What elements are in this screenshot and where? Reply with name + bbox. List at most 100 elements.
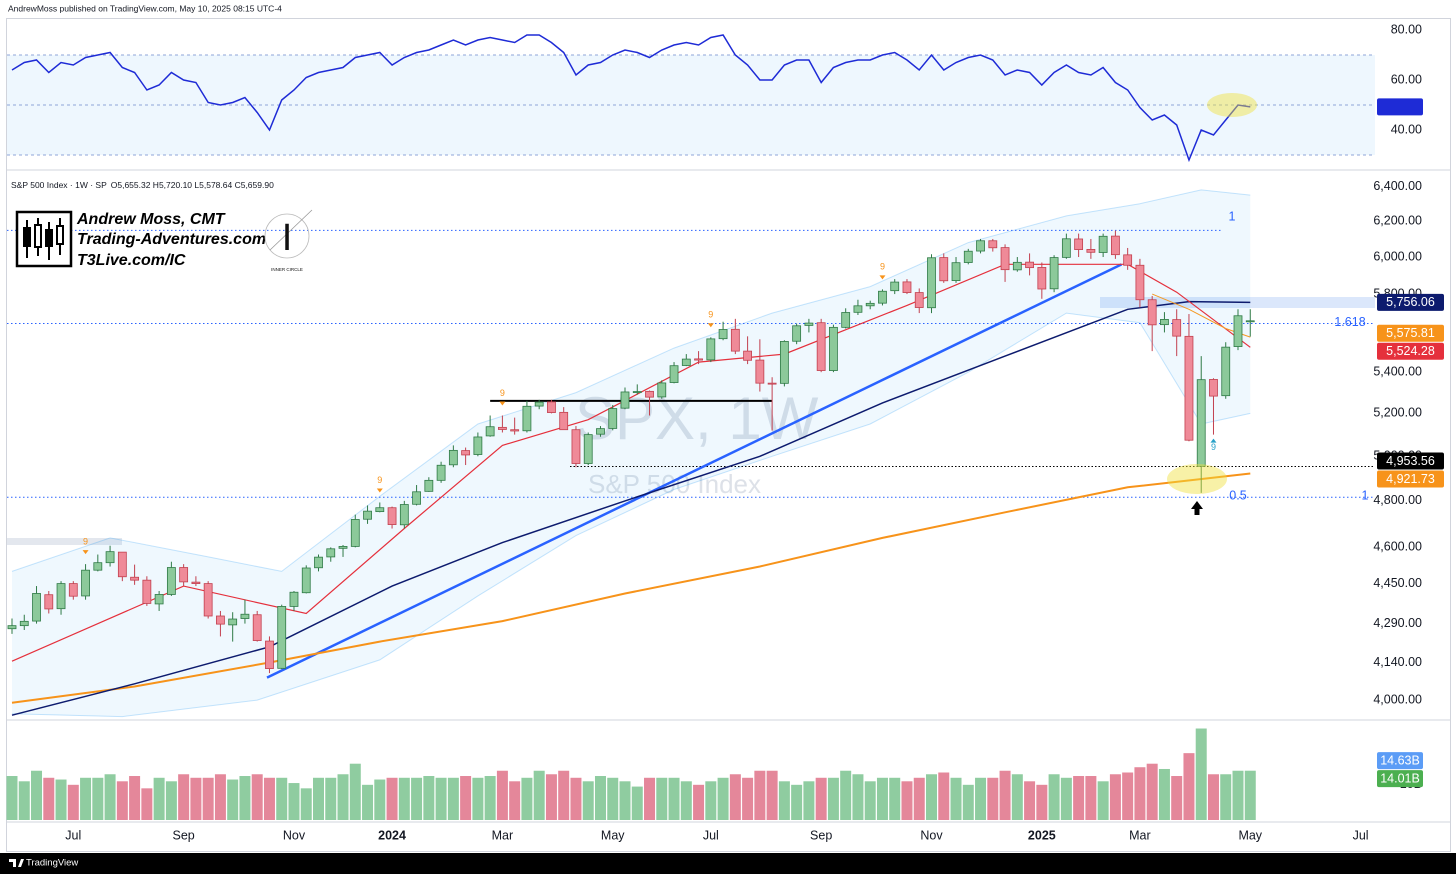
candle-body [779, 341, 789, 384]
y-tick-label: 6,000.00 [1373, 249, 1422, 263]
volume-bar [876, 777, 888, 820]
candle-body [1111, 235, 1120, 256]
volume-bar [656, 777, 668, 820]
volume-bar [1207, 774, 1219, 820]
td-arrow [499, 401, 506, 406]
candle-body [1123, 254, 1133, 266]
candle-body [694, 358, 703, 361]
td-arrow [707, 323, 714, 328]
volume-bar [766, 770, 778, 820]
volume-bar [778, 781, 790, 820]
frame [6, 18, 1451, 852]
volume-bar [705, 781, 717, 820]
brand-name: Andrew Moss, CMT [76, 211, 226, 228]
volume-bar [791, 784, 803, 820]
candle-body [853, 305, 863, 313]
volume-bar [901, 781, 913, 820]
x-tick-label: May [1238, 828, 1262, 842]
volume-bar [680, 781, 692, 820]
x-tick-label: Sep [810, 828, 832, 842]
candle-body [93, 562, 103, 571]
volume-bar [1097, 781, 1109, 820]
volume-bar [1134, 767, 1146, 820]
candle-body [608, 408, 618, 429]
candle-body [1196, 379, 1206, 467]
candle-body [706, 338, 716, 361]
y-tick-label: 40.00 [1391, 122, 1422, 136]
volume-bar [852, 774, 864, 820]
candle-body [44, 594, 54, 610]
candle-body [1160, 319, 1169, 326]
candle-body [1172, 319, 1182, 337]
fib-label: 1 [1362, 489, 1369, 503]
candle-body [939, 257, 949, 282]
publisher: AndrewMoss published on TradingView.com,… [8, 3, 282, 13]
candle-body [657, 382, 667, 398]
candle-body [436, 464, 446, 481]
candle-body [927, 257, 936, 309]
trendline [266, 263, 1123, 679]
candle-body [841, 312, 851, 328]
x-tick-label: Jul [703, 828, 719, 842]
volume-bar [165, 781, 177, 820]
volume-bar [509, 781, 521, 820]
candle-body [878, 290, 887, 304]
candle-body [632, 391, 642, 393]
volume-bar [1220, 774, 1232, 820]
volume-bar [742, 777, 754, 820]
footer-text: TradingView [26, 858, 78, 869]
candle-body [743, 350, 752, 361]
badge-line [269, 209, 313, 251]
x-tick-label: Nov [283, 828, 306, 842]
volume-bar [288, 783, 300, 820]
band-line [11, 189, 1251, 572]
value-label: 14.01B [1380, 771, 1420, 785]
x-tick-label: 2025 [1028, 828, 1056, 842]
candle-body [767, 382, 777, 385]
volume-bar [1171, 776, 1183, 820]
candle-body [583, 434, 593, 464]
value-label: 5,524.28 [1386, 344, 1435, 358]
candle-body [363, 510, 372, 520]
x-tick-label: May [601, 828, 625, 842]
value-label: 5,575.81 [1386, 326, 1435, 340]
highlight [1207, 93, 1257, 117]
volume-bar [558, 770, 570, 820]
candle-body [277, 606, 287, 669]
y-tick-label: 80.00 [1391, 22, 1422, 36]
candle-body [559, 411, 569, 431]
candle-body [829, 326, 838, 371]
volume-bar [668, 777, 680, 820]
volume-bar [276, 777, 288, 820]
candle-body [1245, 320, 1255, 323]
candle-body [1061, 238, 1071, 258]
candle-body [32, 593, 41, 622]
candle-body [216, 615, 225, 625]
candle-body [1086, 249, 1096, 253]
candle-body [1037, 267, 1047, 290]
volume-bar [374, 779, 386, 820]
candle-body [326, 548, 336, 558]
candle-body [7, 625, 17, 630]
candle-body [473, 436, 483, 455]
brand-site: T3Live.com/IC [77, 252, 186, 269]
candle-body [547, 401, 556, 413]
volume-bar [594, 776, 606, 820]
value-label-bg [1377, 452, 1444, 470]
candle-body [1135, 264, 1145, 301]
volume-bar [1011, 774, 1023, 820]
volume-bar [533, 770, 545, 820]
volume-bar [92, 777, 104, 820]
volume-bar [141, 788, 153, 820]
volume-bar [803, 781, 815, 820]
candle-body [314, 556, 323, 569]
y-tick-label: 5,200.00 [1373, 406, 1422, 420]
volume-bar [313, 777, 324, 820]
candle-body [951, 262, 961, 281]
candle-body [596, 428, 605, 435]
badge-text: INNER CIRCLE [271, 267, 303, 272]
brand-site: Trading-Adventures.com [77, 231, 266, 248]
